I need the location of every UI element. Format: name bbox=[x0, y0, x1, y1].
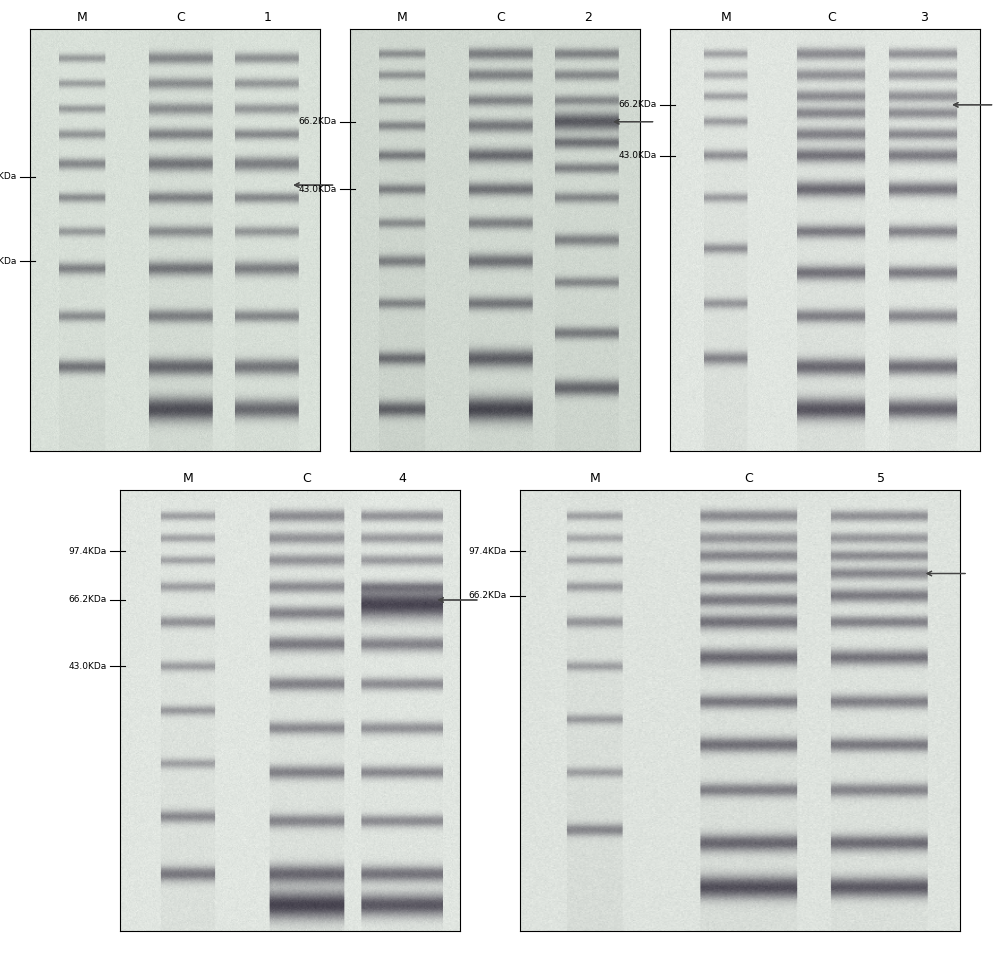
Text: 66.2KDa: 66.2KDa bbox=[69, 595, 107, 605]
Text: M: M bbox=[397, 11, 408, 24]
Text: M: M bbox=[589, 471, 600, 485]
Text: M: M bbox=[720, 11, 731, 24]
Text: C: C bbox=[744, 471, 753, 485]
Text: 3: 3 bbox=[920, 11, 928, 24]
Text: 43.0KDa: 43.0KDa bbox=[619, 151, 657, 160]
Text: 66.2KDa: 66.2KDa bbox=[619, 101, 657, 109]
Text: C: C bbox=[303, 471, 311, 485]
Text: 66.2KDa: 66.2KDa bbox=[469, 591, 507, 600]
Text: 31.0KDa: 31.0KDa bbox=[0, 256, 17, 266]
Text: C: C bbox=[496, 11, 505, 24]
Text: 1: 1 bbox=[264, 11, 272, 24]
Text: 43.0KDa: 43.0KDa bbox=[0, 172, 17, 181]
Text: 43.0KDa: 43.0KDa bbox=[69, 661, 107, 671]
Text: C: C bbox=[827, 11, 836, 24]
Text: 5: 5 bbox=[877, 471, 885, 485]
Text: 43.0KDa: 43.0KDa bbox=[299, 185, 337, 194]
Text: M: M bbox=[77, 11, 88, 24]
Text: 66.2KDa: 66.2KDa bbox=[299, 117, 337, 126]
Text: M: M bbox=[183, 471, 193, 485]
Text: C: C bbox=[176, 11, 185, 24]
Text: 4: 4 bbox=[398, 471, 406, 485]
Text: 2: 2 bbox=[584, 11, 592, 24]
Text: 97.4KDa: 97.4KDa bbox=[469, 547, 507, 556]
Text: 97.4KDa: 97.4KDa bbox=[69, 547, 107, 556]
